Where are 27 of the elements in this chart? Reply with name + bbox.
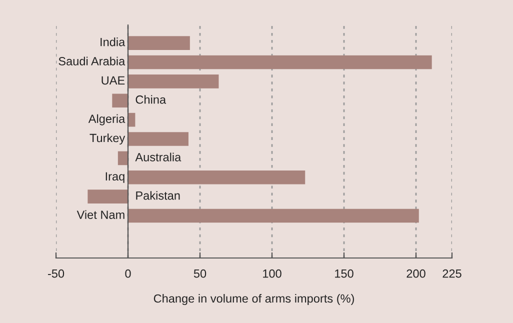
y-tick-label: India [100,38,126,46]
bar [128,74,219,88]
bar [118,151,128,166]
x-tick-label: 225 [442,269,462,278]
y-tick-label: China [136,95,166,104]
bar [112,94,128,108]
x-tick-label: 0 [125,269,131,278]
x-tick-label: 50 [194,269,206,278]
x-tick-label: 100 [263,269,282,278]
bar [128,208,419,223]
y-tick-label: Australia [135,152,182,162]
y-tick-label: Pakistan [136,191,180,200]
bar [128,170,306,184]
bar [128,55,432,70]
x-axis-title: Change in volume of arms imports (%) [154,294,354,306]
x-tick-label: 200 [406,269,426,278]
x-tick-label: 150 [335,269,354,278]
y-tick-label: Viet Nam [76,210,124,219]
bar [88,190,128,204]
x-tick-label: -50 [48,269,64,278]
bar [128,36,190,50]
bar [128,132,188,146]
y-tick-label: Saudi Arabia [58,56,126,66]
y-tick-label: Algeria [88,114,126,126]
y-tick-label: Iraq [106,172,124,183]
y-tick-label: Turkey [90,134,126,145]
y-tick-label: UAE [102,76,125,85]
